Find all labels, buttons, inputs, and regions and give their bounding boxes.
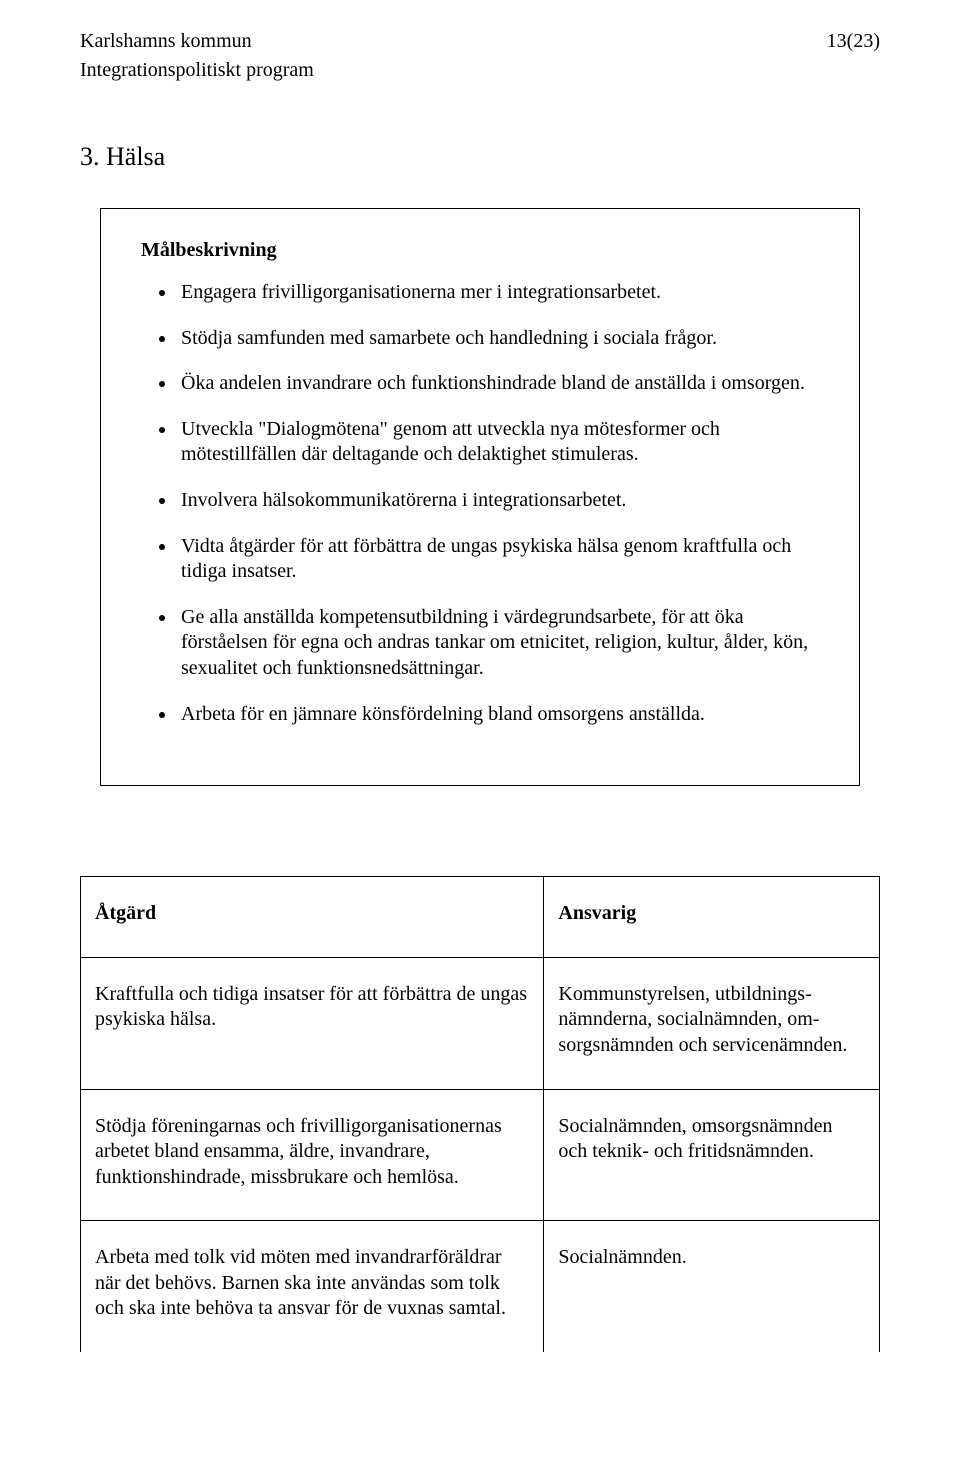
page-number: 13(23) <box>827 30 880 53</box>
list-item: Ge alla anställda kompetensutbildning i … <box>177 605 825 682</box>
list-item: Utveckla "Dialogmötena" genom att utveck… <box>177 417 825 468</box>
list-item: Involvera hälsokommunikatörerna i integr… <box>177 488 825 514</box>
program-title: Integrationspolitiskt program <box>80 59 880 82</box>
goals-list: Engagera frivilligorganisationerna mer i… <box>135 280 825 727</box>
org-name: Karlshamns kommun <box>80 30 252 53</box>
goals-box: Målbeskrivning Engagera frivilligorganis… <box>100 208 860 786</box>
document-page: Karlshamns kommun 13(23) Integrationspol… <box>0 0 960 1474</box>
list-item: Vidta åtgärder för att förbättra de unga… <box>177 534 825 585</box>
cell-responsible: Kommunstyrelsen, utbildnings­nämnderna, … <box>544 957 880 1089</box>
column-header-responsible: Ansvarig <box>544 877 880 958</box>
column-header-action: Åtgärd <box>81 877 544 958</box>
section-heading: 3. Hälsa <box>80 142 880 172</box>
list-item: Arbeta för en jämnare könsfördelning bla… <box>177 702 825 728</box>
table-row: Arbeta med tolk vid möten med invandrarf… <box>81 1221 880 1352</box>
action-table: Åtgärd Ansvarig Kraftfulla och tidiga in… <box>80 876 880 1352</box>
cell-action: Stödja föreningarnas och frivilligorgani… <box>81 1089 544 1221</box>
page-header-row: Karlshamns kommun 13(23) <box>80 30 880 53</box>
table-row: Kraftfulla och tidiga insatser för att f… <box>81 957 880 1089</box>
cell-action: Arbeta med tolk vid möten med invandrarf… <box>81 1221 544 1352</box>
list-item: Öka andelen invandrare och funktionshind… <box>177 371 825 397</box>
table-header-row: Åtgärd Ansvarig <box>81 877 880 958</box>
list-item: Engagera frivilligorganisationerna mer i… <box>177 280 825 306</box>
cell-action: Kraftfulla och tidiga insatser för att f… <box>81 957 544 1089</box>
cell-responsible: Socialnämnden. <box>544 1221 880 1352</box>
cell-responsible: Socialnämnden, omsorgsnämnden och teknik… <box>544 1089 880 1221</box>
table-row: Stödja föreningarnas och frivilligorgani… <box>81 1089 880 1221</box>
goals-box-title: Målbeskrivning <box>141 239 825 262</box>
list-item: Stödja samfunden med samarbete och handl… <box>177 326 825 352</box>
